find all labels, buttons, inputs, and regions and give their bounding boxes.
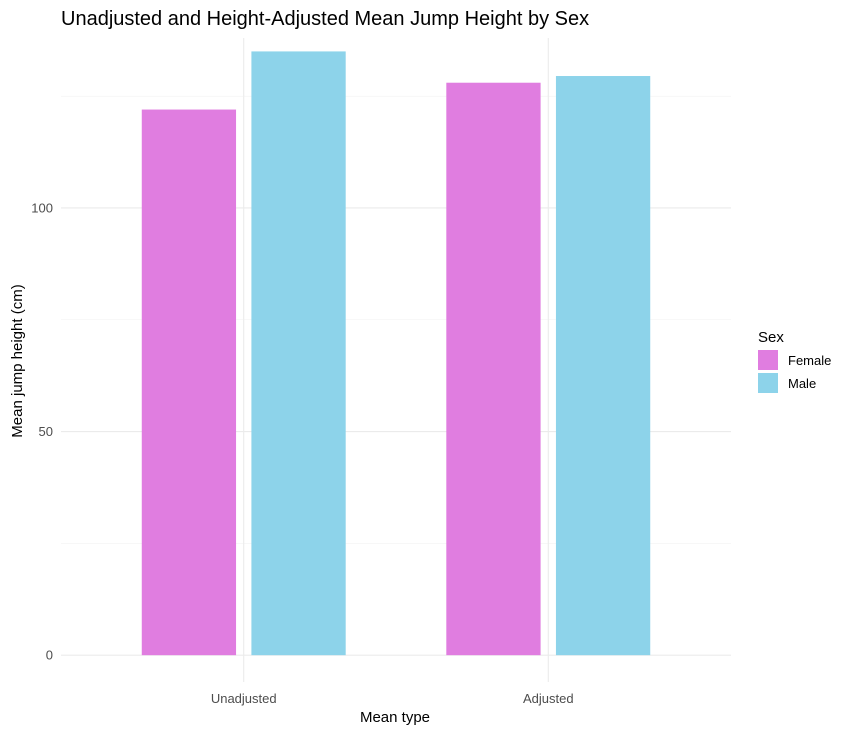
legend-key-male — [758, 373, 778, 393]
x-tick-label: Adjusted — [523, 691, 574, 706]
legend-label-female: Female — [788, 353, 831, 368]
y-tick-label: 100 — [31, 200, 53, 215]
bar-female-unadjusted — [141, 109, 237, 656]
chart-bars — [141, 51, 651, 656]
bar-male-unadjusted — [251, 51, 346, 656]
x-tick-label: Unadjusted — [211, 691, 277, 706]
bar-male-adjusted — [555, 76, 651, 656]
y-tick-label: 50 — [39, 424, 53, 439]
legend-title: Sex — [758, 329, 784, 346]
bar-female-adjusted — [446, 82, 541, 656]
x-axis-ticks: Unadjusted Adjusted — [211, 691, 574, 706]
y-axis-title: Mean jump height (cm) — [9, 284, 26, 437]
chart-title: Unadjusted and Height-Adjusted Mean Jump… — [61, 8, 589, 30]
legend-label-male: Male — [788, 376, 816, 391]
legend: Sex Female Male — [758, 329, 831, 393]
y-axis-ticks: 0 50 100 — [31, 200, 53, 662]
y-tick-label: 0 — [46, 648, 53, 663]
x-axis-title: Mean type — [360, 709, 430, 726]
legend-key-female — [758, 350, 778, 370]
